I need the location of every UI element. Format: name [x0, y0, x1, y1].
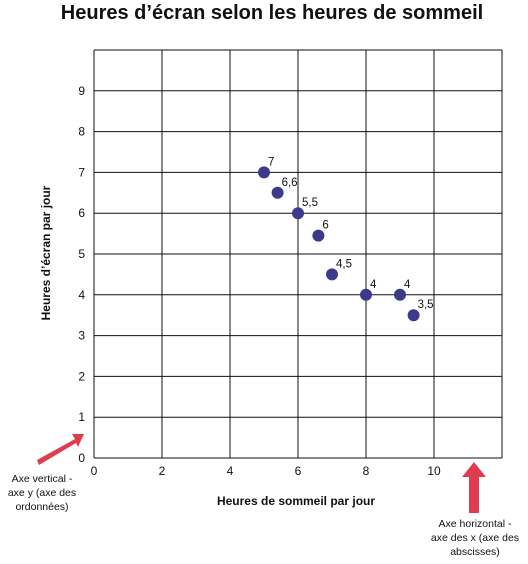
data-point	[292, 207, 304, 220]
x-tick-label: 8	[363, 464, 370, 478]
x-tick-label: 4	[227, 464, 234, 478]
y-tick-label: 2	[78, 369, 85, 383]
x-axis-label: Heures de sommeil par jour	[217, 494, 375, 508]
data-point-label: 6	[322, 220, 328, 232]
data-point-label: 5,5	[302, 197, 318, 209]
chart-title: Heures d’écran selon les heures de somme…	[61, 2, 483, 24]
horizontal-axis-note-line-3: abscisses)	[450, 546, 500, 558]
y-tick-label: 4	[78, 288, 85, 302]
data-point	[360, 288, 372, 301]
data-point-label: 4	[404, 279, 411, 291]
data-point	[326, 268, 338, 281]
y-tick-label: 5	[78, 247, 85, 261]
x-tick-label: 2	[159, 464, 166, 478]
vertical-axis-note-line-2: axe y (axe des	[8, 487, 76, 499]
x-tick-label: 10	[427, 464, 441, 478]
x-tick-label: 6	[295, 464, 302, 478]
y-tick-label: 9	[78, 84, 85, 98]
axis-ticks: 0 2 4 6 8 10 0 1 2 3 4 5 6 7 8 9	[78, 84, 441, 478]
horizontal-axis-note-line-1: Axe horizontal -	[439, 518, 512, 530]
data-points: 7 6,6 5,5 6 4,5 4 4 3,5	[258, 156, 434, 322]
arrow-to-horizontal-axis-icon	[462, 462, 486, 513]
y-axis-label: Heures d’écran par jour	[39, 185, 53, 320]
vertical-axis-note-line-1: Axe vertical -	[12, 473, 73, 485]
data-point	[312, 229, 325, 242]
data-point	[394, 288, 406, 301]
horizontal-axis-annotation: Axe horizontal - axe des x (axe des absc…	[431, 462, 519, 558]
arrow-to-vertical-axis-icon	[37, 434, 84, 465]
y-tick-label: 6	[78, 206, 85, 220]
data-point-label: 3,5	[418, 299, 434, 311]
vertical-axis-annotation: Axe vertical - axe y (axe des ordonnées)	[8, 434, 84, 513]
data-point	[258, 166, 270, 179]
grid	[93, 49, 503, 459]
y-tick-label: 7	[78, 165, 85, 179]
y-tick-label: 1	[78, 410, 85, 424]
horizontal-axis-note-line-2: axe des x (axe des	[431, 532, 519, 544]
y-tick-label: 3	[78, 329, 85, 343]
x-tick-label: 0	[91, 464, 98, 478]
y-tick-label: 0	[78, 451, 85, 465]
data-point	[407, 309, 420, 322]
vertical-axis-note-line-3: ordonnées)	[15, 501, 68, 513]
data-point-label: 7	[268, 156, 274, 168]
data-point-label: 4	[370, 279, 377, 291]
data-point-label: 6,6	[282, 177, 298, 189]
data-point	[271, 186, 284, 199]
y-tick-label: 8	[78, 125, 85, 139]
data-point-label: 4,5	[336, 258, 352, 270]
